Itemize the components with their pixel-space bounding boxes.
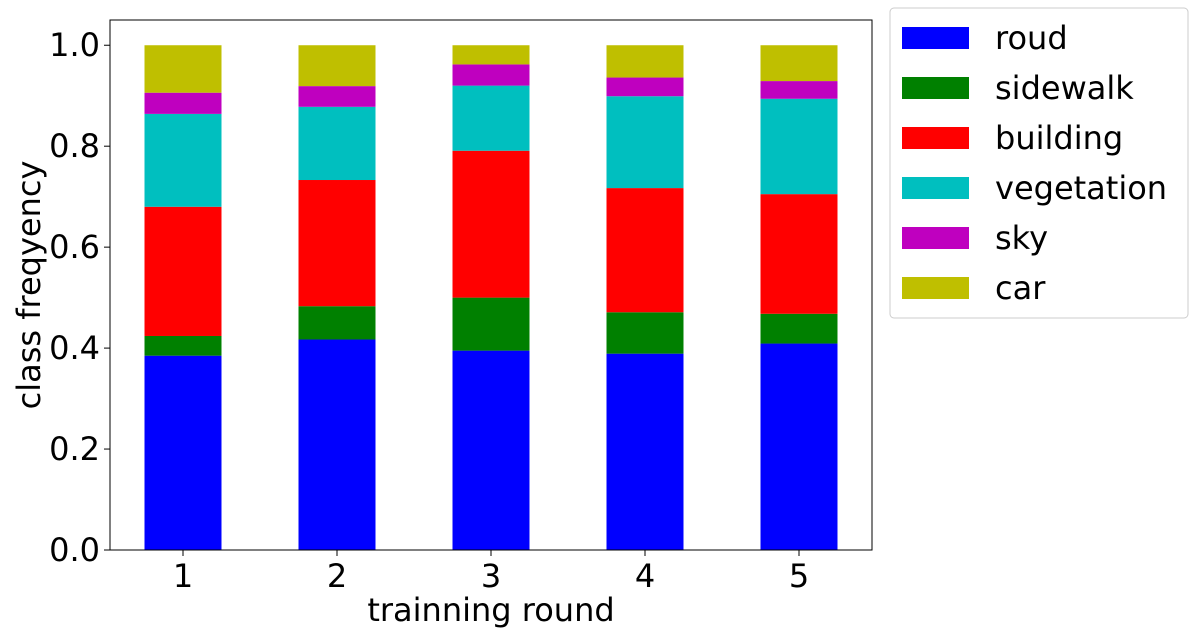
bar-segment-car-3	[452, 45, 530, 65]
legend-swatch-building	[902, 127, 969, 149]
bar-segment-sidewalk-4	[606, 312, 684, 354]
bar-segment-building-1	[144, 206, 222, 336]
bar-segment-vegetation-3	[452, 85, 530, 151]
bar-segment-sky-5	[760, 81, 838, 99]
legend-label-car: car	[995, 269, 1046, 307]
bar-segment-vegetation-4	[606, 96, 684, 189]
y-tick-label: 0.6	[49, 228, 100, 266]
x-axis: 1 2 3 4 5	[173, 550, 809, 595]
bar-segment-car-5	[760, 45, 838, 82]
y-tick-label: 0.2	[49, 430, 100, 468]
x-axis-label: trainning round	[367, 591, 614, 629]
bar-segment-car-4	[606, 45, 684, 78]
legend: roud sidewalk building vegetation sky car	[889, 7, 1189, 319]
y-tick-label: 0.4	[49, 329, 100, 367]
bar-segment-vegetation-1	[144, 113, 222, 207]
bar-segment-sky-3	[452, 64, 530, 86]
bar-segment-sidewalk-1	[144, 335, 222, 356]
bar-segment-building-3	[452, 150, 530, 298]
legend-swatch-car	[902, 277, 969, 299]
bar-segment-sidewalk-3	[452, 297, 530, 351]
bar-segment-sidewalk-2	[298, 306, 376, 340]
legend-label-sidewalk: sidewalk	[995, 69, 1134, 107]
bar-segment-vegetation-5	[760, 98, 838, 195]
y-axis-label: class freqyency	[10, 161, 48, 410]
legend-label-building: building	[995, 119, 1123, 157]
y-axis: 0.0 0.2 0.4 0.6 0.8 1.0	[49, 26, 110, 569]
x-tick-label: 5	[789, 557, 809, 595]
legend-label-vegetation: vegetation	[995, 169, 1167, 207]
bar-segment-roud-3	[452, 350, 530, 550]
legend-swatch-roud	[902, 27, 969, 49]
bar-segment-car-1	[144, 45, 222, 93]
x-tick-label: 4	[635, 557, 655, 595]
bar-segment-sky-4	[606, 77, 684, 97]
bar-segment-roud-2	[298, 339, 376, 550]
bar-segment-sky-2	[298, 86, 376, 107]
bar-segment-building-4	[606, 188, 684, 313]
legend-swatch-sidewalk	[902, 77, 969, 99]
bar-segment-sidewalk-5	[760, 313, 838, 344]
bar-segment-building-2	[298, 180, 376, 307]
bar-segment-sky-1	[144, 92, 222, 114]
bar-segment-roud-1	[144, 355, 222, 550]
legend-label-sky: sky	[995, 219, 1048, 257]
x-tick-label: 1	[173, 557, 193, 595]
bar-segment-roud-5	[760, 343, 838, 550]
x-tick-label: 2	[327, 557, 347, 595]
bar-segment-roud-4	[606, 353, 684, 550]
bars-layer	[144, 45, 838, 550]
legend-label-roud: roud	[995, 19, 1068, 57]
x-tick-label: 3	[481, 557, 501, 595]
legend-swatch-vegetation	[902, 177, 969, 199]
bar-segment-vegetation-2	[298, 106, 376, 181]
bar-segment-car-2	[298, 45, 376, 87]
bar-segment-building-5	[760, 194, 838, 314]
y-tick-label: 0.8	[49, 127, 100, 165]
y-tick-label: 0.0	[49, 531, 100, 569]
legend-swatch-sky	[902, 227, 969, 249]
y-tick-label: 1.0	[49, 26, 100, 64]
